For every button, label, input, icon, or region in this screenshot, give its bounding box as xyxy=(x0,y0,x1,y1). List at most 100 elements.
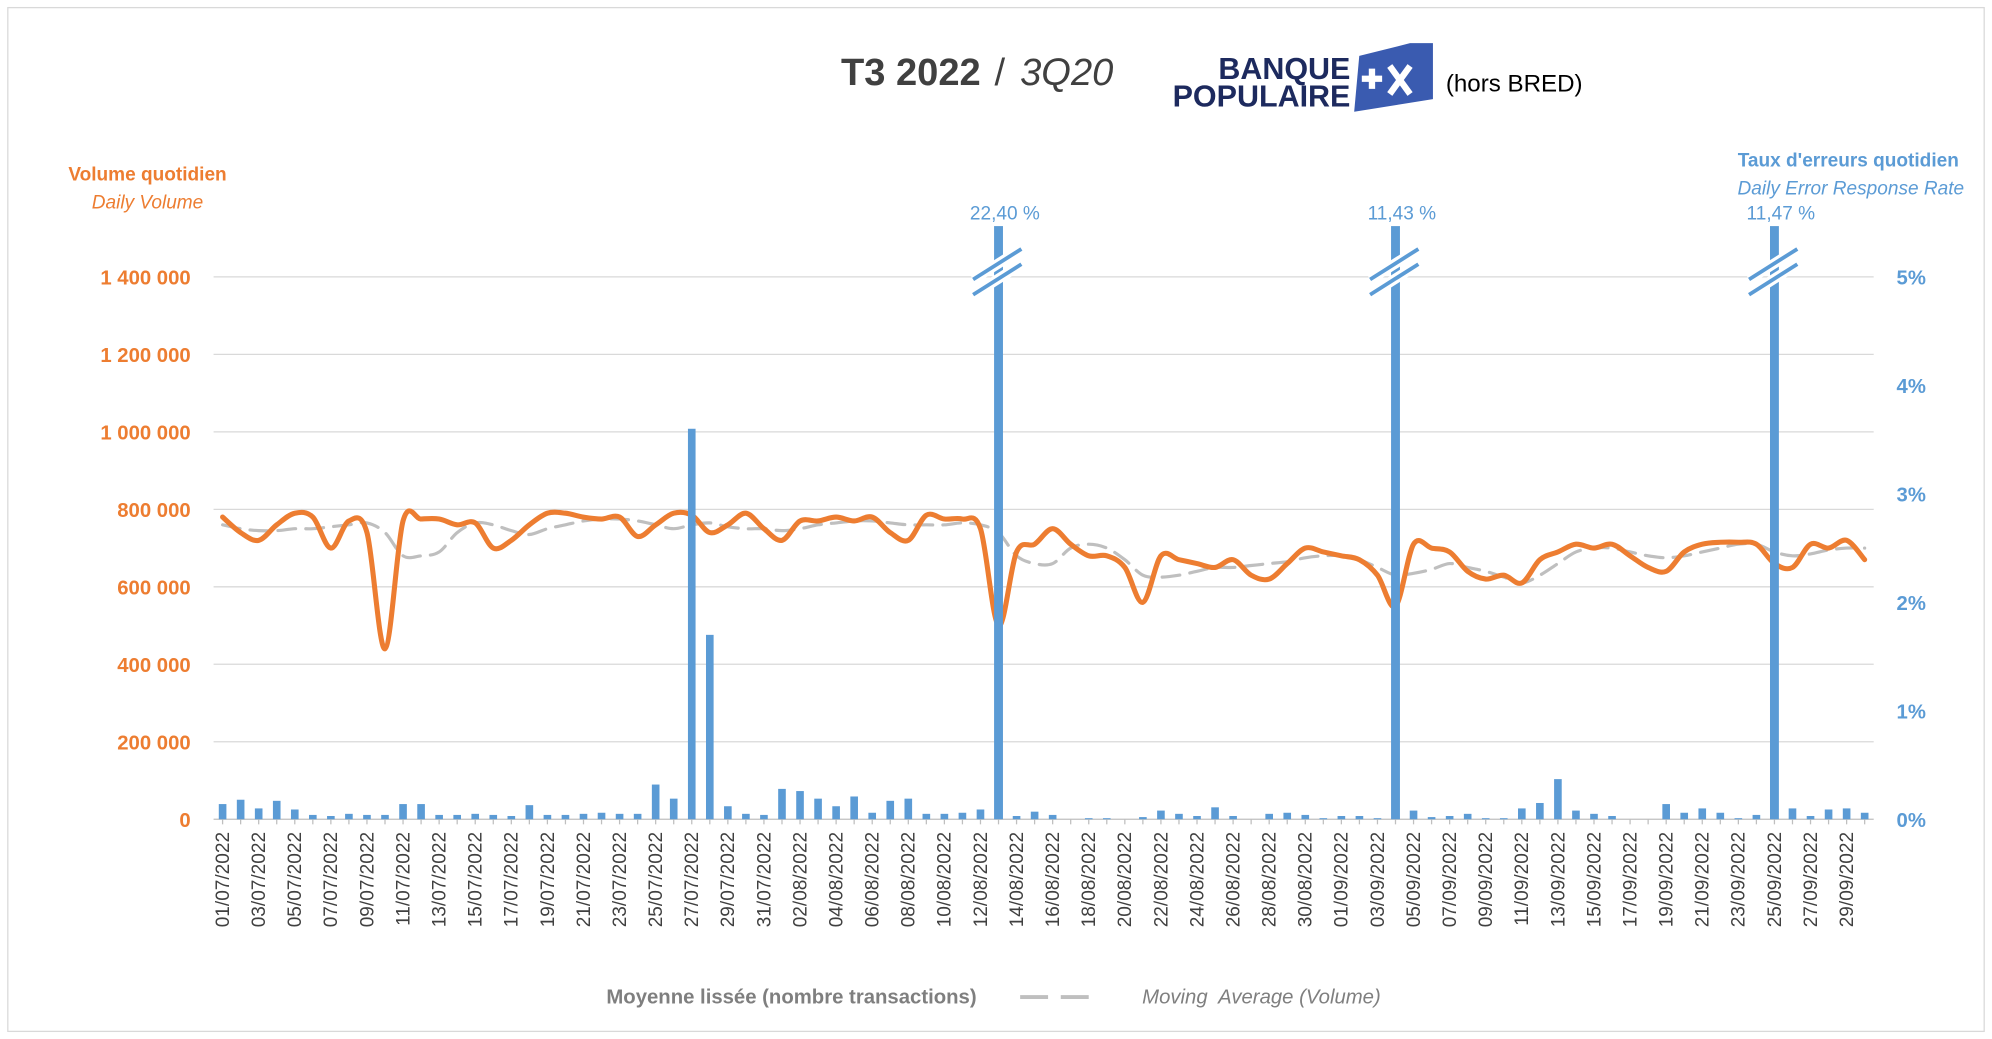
bar xyxy=(1337,816,1346,820)
bar xyxy=(381,814,389,820)
x-tick-label: 17/07/2022 xyxy=(502,832,523,927)
bar xyxy=(705,634,714,820)
value-label: 22,40 % xyxy=(970,204,1040,225)
bar xyxy=(1139,817,1147,820)
y-tick-label: 1 400 000 xyxy=(100,268,190,290)
bar xyxy=(254,808,263,820)
bar xyxy=(886,800,895,820)
x-tick-label: 30/08/2022 xyxy=(1296,832,1317,927)
x-tick-label: 02/08/2022 xyxy=(790,832,811,927)
x-tick-label: 09/07/2022 xyxy=(357,832,378,927)
bar xyxy=(1427,817,1436,820)
x-tick-label: 25/07/2022 xyxy=(646,832,667,927)
bar xyxy=(1193,816,1201,820)
bar xyxy=(1030,811,1039,820)
x-tick-label: 20/08/2022 xyxy=(1115,832,1136,927)
x-tick-label: 04/08/2022 xyxy=(826,832,847,927)
bar xyxy=(1536,802,1544,820)
x-tick-label: 29/07/2022 xyxy=(718,832,739,927)
bar xyxy=(778,788,786,820)
title-period: 3Q20 xyxy=(1020,52,1113,94)
x-tick-label: 05/07/2022 xyxy=(285,832,306,927)
bar xyxy=(1734,818,1743,820)
x-tick-label: 23/09/2022 xyxy=(1729,832,1750,927)
bar xyxy=(904,798,913,820)
bar xyxy=(471,813,480,820)
bar xyxy=(958,812,967,820)
bar xyxy=(687,428,696,820)
x-tick-label: 07/07/2022 xyxy=(321,832,342,927)
logo-text: BANQUE xyxy=(1218,52,1350,86)
y-axis-title: Volume quotidien xyxy=(68,164,226,185)
x-tick-label: 17/09/2022 xyxy=(1620,832,1641,927)
x-tick-label: 11/07/2022 xyxy=(393,832,414,926)
bar xyxy=(1716,812,1725,820)
bar xyxy=(922,813,931,820)
bar xyxy=(1391,226,1400,820)
bar xyxy=(1102,818,1111,820)
bar xyxy=(1084,818,1093,820)
y2-axis-title: Taux d'erreurs quotidien xyxy=(1738,150,1959,171)
bar xyxy=(1769,226,1779,820)
bar xyxy=(1211,807,1219,820)
x-tick-label: 05/09/2022 xyxy=(1404,832,1425,927)
x-tick-label: 01/07/2022 xyxy=(213,832,234,927)
bar xyxy=(1518,808,1526,820)
line xyxy=(220,508,1868,652)
y2-tick-label: 2% xyxy=(1897,593,1926,615)
x-tick-label: 01/09/2022 xyxy=(1332,832,1353,927)
axis-break xyxy=(1748,247,1799,297)
bar xyxy=(724,806,732,820)
y-tick-label: 800 000 xyxy=(117,500,190,522)
bar xyxy=(1752,814,1761,820)
bar xyxy=(940,813,949,820)
bar xyxy=(832,806,840,820)
bar xyxy=(218,804,227,820)
x-tick-label: 19/09/2022 xyxy=(1657,832,1678,927)
y2-tick-label: 5% xyxy=(1897,268,1926,290)
y-tick-label: 600 000 xyxy=(117,577,190,599)
bar xyxy=(868,812,877,820)
bar xyxy=(1806,816,1815,820)
bar xyxy=(742,813,750,820)
bar xyxy=(814,798,822,820)
bar xyxy=(1680,812,1689,820)
bar xyxy=(507,816,516,820)
note: (hors BRED) xyxy=(1446,70,1583,97)
bar xyxy=(399,804,407,820)
x-tick-label: 31/07/2022 xyxy=(754,832,775,927)
x-tick-label: 16/08/2022 xyxy=(1043,832,1064,927)
bar xyxy=(633,813,642,820)
bar xyxy=(1788,808,1797,820)
bar xyxy=(525,805,534,820)
x-tick-label: 23/07/2022 xyxy=(610,832,631,927)
bar xyxy=(435,814,443,820)
bar xyxy=(1319,818,1328,820)
bar xyxy=(1698,808,1707,820)
bar xyxy=(1481,818,1490,820)
bar xyxy=(1842,808,1851,820)
bar xyxy=(1283,812,1292,820)
bar xyxy=(1499,818,1508,820)
y-tick-label: 0 xyxy=(179,810,190,832)
x-tick-label: 13/07/2022 xyxy=(429,832,450,927)
bar xyxy=(1355,816,1364,820)
bar xyxy=(543,814,552,820)
bar xyxy=(1608,816,1616,820)
bar xyxy=(1572,810,1580,820)
y2-tick-label: 3% xyxy=(1897,484,1926,506)
x-tick-label: 18/08/2022 xyxy=(1079,832,1100,927)
x-tick-label: 11/09/2022 xyxy=(1512,832,1533,926)
x-tick-label: 08/08/2022 xyxy=(899,832,920,927)
y-tick-label: 1 000 000 xyxy=(100,422,190,444)
x-tick-label: 24/08/2022 xyxy=(1187,832,1208,927)
bar xyxy=(1012,816,1021,820)
y-axis-subtitle: Daily Volume xyxy=(92,192,204,213)
bar xyxy=(417,804,425,820)
axis-break xyxy=(1369,247,1420,297)
bar xyxy=(1463,813,1472,820)
bar xyxy=(796,791,804,820)
bar xyxy=(651,784,660,820)
bar xyxy=(850,796,858,820)
